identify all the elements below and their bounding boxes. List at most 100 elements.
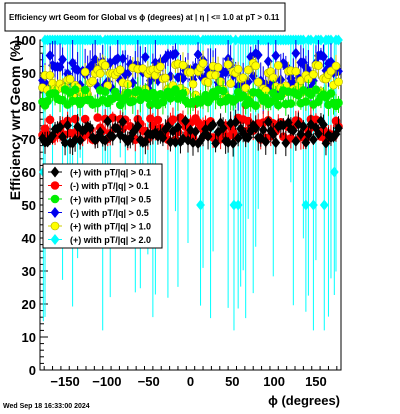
data-point [243,65,253,75]
x-axis: −150 −100 −50 0 50 100 150 [43,366,338,389]
data-point [233,64,243,74]
legend-label: (+) with pT/|q| > 0.5 [70,195,151,205]
legend-label: (+) with pT/|q| > 0.1 [70,168,151,178]
data-point [263,55,273,67]
y-tick-label: 20 [22,297,36,312]
outlier-point [301,199,311,211]
series-0 [38,109,343,157]
data-point [309,134,318,146]
x-axis-label: ϕ (degrees) [268,393,340,408]
data-point [153,115,163,125]
data-point [191,126,200,138]
data-point [188,79,198,89]
data-point [309,70,318,79]
data-point [181,115,190,127]
data-point [334,77,343,87]
data-point [211,70,220,80]
y-tick-label: 90 [22,66,36,81]
data-point [258,124,268,136]
legend-marker [50,194,60,204]
data-point [288,125,298,137]
data-point [231,116,241,128]
data-point [216,77,225,86]
legend: (+) with pT/|q| > 0.1 (-) with pT/|q| > 0… [42,163,163,249]
data-point [268,128,278,140]
legend-label: (-) with pT/|q| > 0.5 [70,208,149,218]
data-point [80,85,90,95]
data-point [251,122,261,134]
data-point [238,73,248,82]
data-point [178,60,188,70]
y-axis-label: Efficiency wrt Geom (%) [7,40,23,200]
title-box [4,2,286,32]
legend-box [42,163,163,249]
data-point [88,76,97,86]
data-point [208,119,218,131]
data-point [95,69,105,78]
legend-marker [50,166,60,178]
x-tick-label: 100 [263,374,285,389]
y-tick-label: 50 [22,198,36,213]
y-tick-label: 70 [22,132,36,147]
data-point [45,71,55,80]
data-point [319,119,328,131]
data-point [301,97,311,106]
y-tick-label: 30 [22,264,36,279]
data-point [100,135,110,146]
data-point [115,65,125,75]
chart-title: Efficiency wrt Geom for Global vs ϕ (deg… [9,13,280,22]
data-point [186,124,195,136]
x-tick-label: −50 [138,374,160,389]
outlier-point [319,199,329,211]
data-point [326,66,336,76]
data-point [241,83,250,93]
y-axis: 0 10 20 30 40 50 60 70 80 90 100 [14,33,48,378]
x-tick-label: 50 [225,374,239,389]
data-point [45,115,55,125]
outlier-point [196,199,205,211]
legend-marker [50,234,60,245]
y-tick-label: 40 [22,231,36,246]
data-point [168,115,178,124]
data-point [251,61,261,71]
legend-label: (+) with pT/|q| > 2.0 [70,235,151,245]
data-point [251,101,261,110]
x-tick-label: 0 [187,374,194,389]
data-point [93,113,102,122]
data-point [291,67,301,76]
data-point [80,67,90,77]
data-point [223,60,233,69]
data-point [331,61,341,71]
data-point [326,89,336,98]
y-tick-label: 0 [29,363,36,378]
data-point [218,122,228,134]
legend-label: (+) with pT/|q| > 1.0 [70,222,151,232]
data-point [63,119,72,131]
data-point [100,61,110,70]
data-point [178,133,188,145]
data-point [118,116,128,128]
data-point [286,99,296,108]
footer-timestamp: Wed Sep 18 16:33:00 2024 [3,403,90,410]
data-point [334,34,343,46]
data-point [156,62,165,71]
series-2 [38,77,343,117]
data-point [218,86,228,96]
data-point [173,121,183,133]
x-tick-label: −100 [92,374,121,389]
outlier-point [309,199,318,211]
data-point [100,87,110,96]
y-tick-label: 100 [14,33,36,48]
data-point [70,114,80,124]
data-point [261,136,271,148]
data-point [281,137,291,149]
legend-marker [50,221,60,231]
data-point [198,58,208,68]
data-point [103,115,113,127]
data-point [314,61,323,70]
data-point [291,135,301,147]
data-point [213,63,223,72]
data-point [73,64,83,76]
data-point [133,120,143,132]
